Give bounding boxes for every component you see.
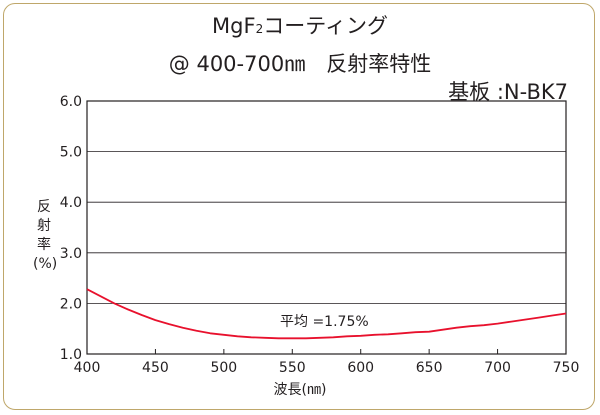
- chart-frame: [3, 3, 595, 410]
- plot-area-border: [86, 100, 567, 355]
- y-tick-label-0: 1.0: [60, 347, 82, 363]
- x-tick-label-7: 750: [553, 360, 580, 376]
- x-tick-label-3: 550: [279, 360, 306, 376]
- y-tick-label-2: 3.0: [60, 246, 82, 262]
- reflectance-curve-0: [86, 288, 567, 340]
- x-tick-label-6: 700: [484, 360, 511, 376]
- y-tick-label-5: 6.0: [60, 94, 82, 110]
- x-tick-label-4: 600: [347, 360, 374, 376]
- x-tick-label-5: 650: [416, 360, 443, 376]
- x-tick-label-0: 400: [74, 360, 101, 376]
- y-tick-label-3: 4.0: [60, 195, 82, 211]
- title-subscript: 2: [255, 22, 264, 36]
- x-tick-label-2: 500: [210, 360, 237, 376]
- x-tick-label-1: 450: [142, 360, 169, 376]
- x-axis-label: 波長(㎚): [273, 382, 327, 398]
- substrate-label: 基板 :N-BK7: [448, 80, 568, 104]
- average-annotation: 平均 =1.75%: [280, 314, 369, 330]
- y-tick-label-4: 5.0: [60, 145, 82, 161]
- chart-title-line1: MgF2コーティング: [212, 14, 388, 38]
- y-tick-label-1: 2.0: [60, 296, 82, 312]
- y-axis-label: 反射率(%): [33, 199, 58, 272]
- chart-title-line2: @ 400-700㎚ 反射率特性: [168, 52, 432, 76]
